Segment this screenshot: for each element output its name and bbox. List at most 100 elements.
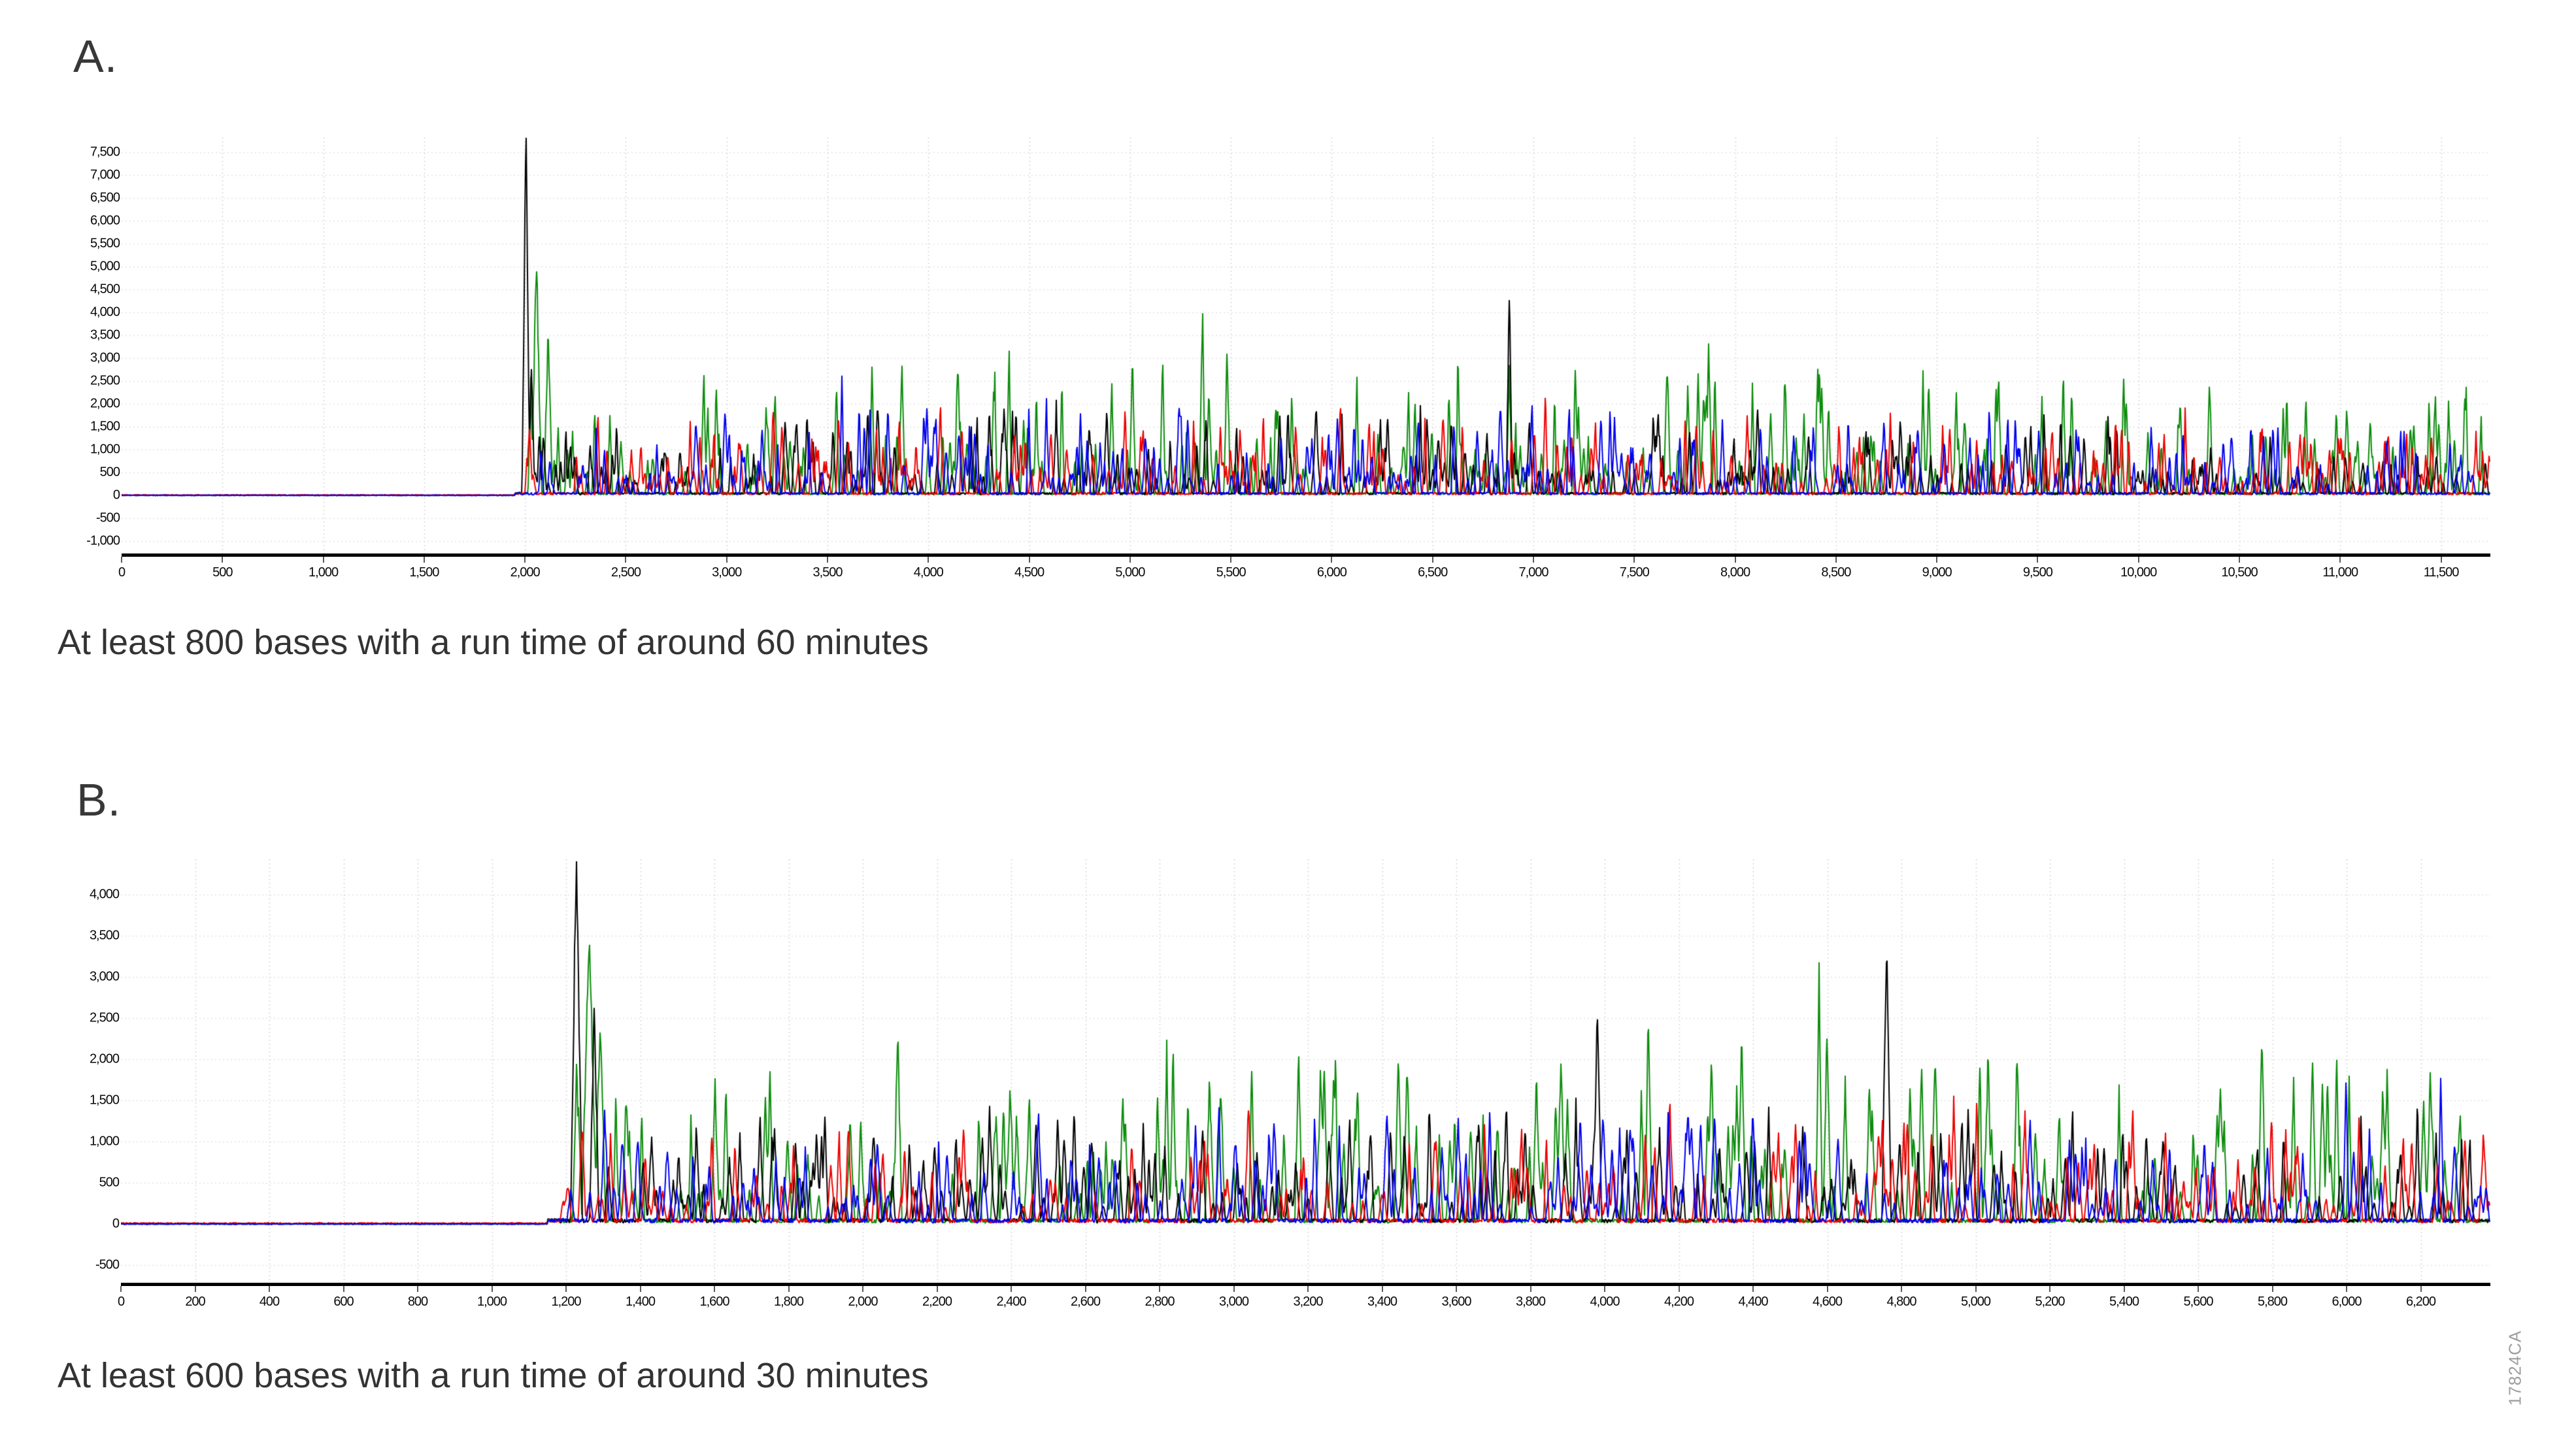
x-tick-mark: [1901, 1286, 1902, 1292]
x-tick-mark: [2420, 1286, 2422, 1292]
x-tick-mark: [1129, 557, 1131, 563]
trace-canvas-a: [122, 137, 2490, 553]
x-tick-mark: [1230, 557, 1232, 563]
x-tick-label: 2,000: [510, 565, 541, 580]
x-tick-mark: [269, 1286, 270, 1292]
y-tick-label: 3,000: [89, 969, 120, 984]
x-tick-mark: [639, 1286, 641, 1292]
x-tick-label: 5,600: [2183, 1295, 2213, 1309]
x-tick-mark: [1633, 557, 1635, 563]
x-tick-label: 4,600: [1812, 1295, 1843, 1309]
y-tick-label: 4,500: [90, 282, 120, 297]
chromatogram-chart-a: [122, 137, 2490, 553]
x-tick-mark: [417, 1286, 418, 1292]
x-tick-label: 1,400: [625, 1295, 656, 1309]
x-tick-label: 4,400: [1738, 1295, 1768, 1309]
y-tick-label: 1,000: [90, 442, 120, 457]
panel-a-label: A.: [73, 31, 118, 82]
x-tick-label: 1,000: [477, 1295, 507, 1309]
y-tick-label: 2,000: [90, 396, 120, 411]
y-tick-label: 7,500: [90, 144, 120, 159]
x-tick-mark: [565, 1286, 567, 1292]
x-tick-label: 4,200: [1664, 1295, 1694, 1309]
x-tick-mark: [1734, 557, 1736, 563]
x-tick-label: 2,500: [611, 565, 641, 580]
x-tick-mark: [625, 557, 627, 563]
x-tick-label: 6,200: [2405, 1295, 2436, 1309]
x-tick-label: 3,600: [1441, 1295, 1471, 1309]
x-tick-label: 6,500: [1418, 565, 1448, 580]
x-tick-mark: [1233, 1286, 1235, 1292]
x-tick-label: 4,000: [913, 565, 944, 580]
x-tick-label: 11,000: [2322, 565, 2358, 580]
x-tick-label: 500: [212, 565, 233, 580]
x-tick-label: 4,000: [1590, 1295, 1620, 1309]
y-tick-label: 2,000: [89, 1051, 120, 1066]
y-tick-label: 6,000: [90, 213, 120, 228]
x-tick-mark: [1084, 1286, 1086, 1292]
figure-id-watermark: 17824CA: [2505, 1330, 2525, 1406]
y-tick-label: 0: [112, 487, 120, 503]
x-tick-mark: [862, 1286, 863, 1292]
y-tick-label: 1,500: [89, 1093, 120, 1108]
x-tick-label: 5,800: [2257, 1295, 2288, 1309]
x-tick-label: 5,000: [1115, 565, 1145, 580]
x-tick-mark: [1431, 557, 1433, 563]
x-tick-label: 5,500: [1216, 565, 1246, 580]
x-tick-mark: [524, 557, 526, 563]
x-tick-mark: [1307, 1286, 1309, 1292]
x-tick-label: 1,800: [773, 1295, 804, 1309]
x-tick-mark: [1826, 1286, 1828, 1292]
x-tick-label: 1,600: [699, 1295, 729, 1309]
x-tick-label: 3,400: [1367, 1295, 1397, 1309]
x-tick-label: 6,000: [2332, 1295, 2362, 1309]
x-tick-label: 4,500: [1014, 565, 1045, 580]
x-tick-label: 3,000: [712, 565, 742, 580]
x-tick-label: 7,000: [1518, 565, 1548, 580]
x-tick-mark: [2346, 1286, 2347, 1292]
y-tick-label: 7,000: [90, 167, 120, 182]
x-tick-mark: [1028, 557, 1030, 563]
y-tick-label: 500: [99, 1175, 120, 1190]
x-tick-mark: [1936, 557, 1938, 563]
x-tick-label: 600: [333, 1295, 354, 1309]
y-tick-label: 6,500: [90, 190, 120, 205]
x-tick-label: 2,800: [1145, 1295, 1175, 1309]
x-tick-mark: [1975, 1286, 1977, 1292]
x-tick-label: 2,400: [996, 1295, 1026, 1309]
x-tick-label: 1,000: [309, 565, 339, 580]
x-tick-mark: [2037, 557, 2039, 563]
x-tick-mark: [423, 557, 425, 563]
x-tick-label: 2,600: [1070, 1295, 1101, 1309]
x-tick-mark: [826, 557, 828, 563]
x-tick-mark: [222, 557, 224, 563]
x-tick-label: 200: [185, 1295, 205, 1309]
x-tick-mark: [1752, 1286, 1754, 1292]
x-tick-label: 7,500: [1619, 565, 1650, 580]
y-tick-label: 2,500: [89, 1010, 120, 1025]
y-tick-label: 3,000: [90, 350, 120, 365]
x-tick-label: 3,500: [812, 565, 843, 580]
trace-canvas-b: [121, 859, 2490, 1283]
x-tick-mark: [2123, 1286, 2125, 1292]
x-tick-label: 2,200: [922, 1295, 952, 1309]
x-tick-mark: [322, 557, 324, 563]
x-tick-label: 5,200: [2035, 1295, 2065, 1309]
x-tick-mark: [2049, 1286, 2050, 1292]
x-tick-label: 4,800: [1886, 1295, 1916, 1309]
x-tick-label: 3,800: [1515, 1295, 1546, 1309]
panel-b-label: B.: [76, 774, 122, 825]
x-tick-label: 0: [118, 565, 125, 580]
x-tick-mark: [1678, 1286, 1680, 1292]
y-tick-label: 3,500: [90, 327, 120, 342]
x-tick-mark: [1456, 1286, 1457, 1292]
y-tick-label: -500: [95, 1257, 120, 1272]
y-tick-label: 4,000: [89, 887, 120, 902]
x-tick-mark: [714, 1286, 715, 1292]
x-tick-mark: [928, 557, 929, 563]
x-tick-label: 800: [407, 1295, 428, 1309]
x-tick-label: 9,000: [1922, 565, 1952, 580]
x-tick-label: 3,000: [1218, 1295, 1249, 1309]
x-tick-label: 9,500: [2022, 565, 2053, 580]
